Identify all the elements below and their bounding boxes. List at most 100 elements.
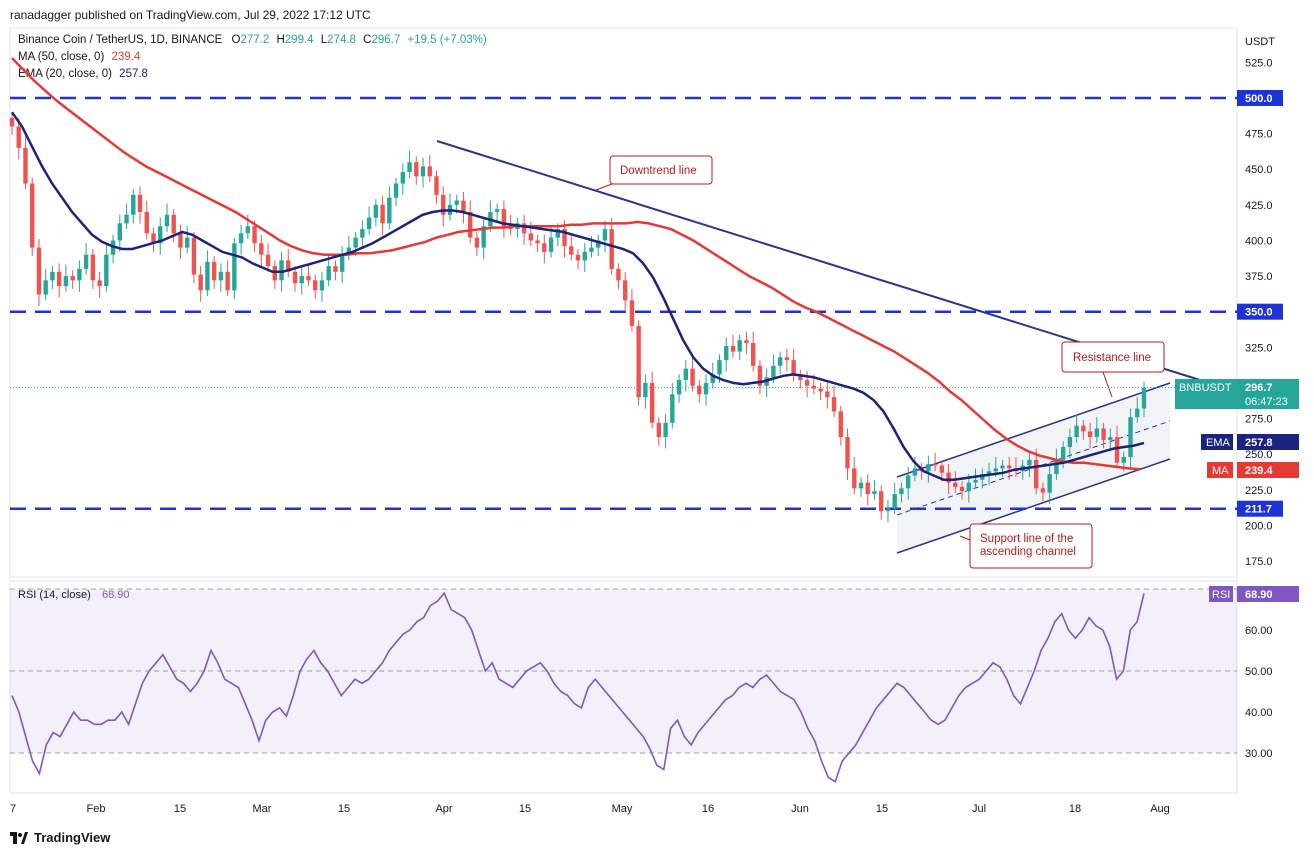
price-tick-label: 325.0 — [1245, 342, 1273, 354]
close-value: 296.7 — [371, 34, 401, 46]
candle-body — [1074, 425, 1079, 438]
channel-support-line[interactable] — [896, 458, 1171, 554]
candle-body — [1128, 417, 1133, 458]
symbol-name[interactable]: Binance Coin / TetherUS, 1D, BINANCE — [18, 34, 223, 46]
ema-badge-label: EMA — [1206, 437, 1231, 449]
candle-body — [1108, 437, 1113, 440]
rsi-badge[interactable] — [1237, 586, 1299, 602]
candle-body — [454, 200, 459, 205]
candle-body — [313, 280, 318, 291]
candle-body — [326, 266, 331, 281]
candle-body — [407, 162, 412, 173]
downtrend-annotation[interactable]: Downtrend line — [595, 155, 713, 191]
downtrend-line[interactable] — [436, 140, 1201, 381]
candle-body — [629, 300, 635, 326]
candle-body — [164, 214, 170, 227]
candle-body — [191, 237, 197, 275]
candle-body — [259, 243, 264, 255]
candle-body — [905, 475, 911, 489]
candle-body — [993, 468, 998, 472]
candle-body — [528, 233, 534, 241]
candle-body — [339, 254, 345, 272]
candle-body — [1047, 474, 1052, 493]
symbol-legend: Binance Coin / TetherUS, 1D, BINANCE O27… — [18, 34, 487, 46]
rsi-badge-label-bg — [1209, 586, 1233, 602]
candle-body — [97, 280, 102, 287]
candle-body — [1007, 465, 1012, 469]
candle-body — [434, 176, 439, 195]
candle-body — [1114, 437, 1120, 463]
change-value: +19.5 (+7.03%) — [407, 34, 487, 46]
ma50-line[interactable] — [11, 57, 1141, 471]
ma-badge[interactable] — [1237, 462, 1299, 478]
candle-body — [636, 325, 641, 398]
candle-body — [1094, 428, 1100, 438]
candle-body — [346, 247, 352, 255]
candle-body — [521, 223, 527, 234]
candle-body — [777, 357, 783, 366]
resistance-annotation[interactable]: Resistance line — [1061, 341, 1165, 398]
support-annotation-text-2: ascending channel — [980, 546, 1076, 558]
candle-body — [879, 491, 884, 512]
ema-legend[interactable]: EMA (20, close, 0) 257.8 — [18, 68, 148, 80]
ema-badge-label-bg — [1201, 434, 1233, 450]
rsi-line — [11, 591, 1145, 783]
candle-body — [676, 380, 682, 395]
rsi-legend-label[interactable]: RSI (14, close) — [18, 589, 91, 601]
ema20-line[interactable] — [10, 111, 1145, 482]
candle-body — [838, 411, 843, 438]
candle-body — [393, 183, 399, 198]
candle-body — [798, 375, 803, 381]
candle-body — [1141, 387, 1147, 409]
candle-body — [899, 488, 904, 495]
candle-body — [622, 280, 628, 301]
last-price-countdown: 06:47:23 — [1245, 396, 1288, 408]
candle-body — [831, 397, 837, 412]
candle-body — [70, 276, 75, 281]
candle-body — [703, 382, 709, 395]
resistance-annotation-text: Resistance line — [1073, 352, 1151, 364]
candle-body — [1027, 459, 1032, 466]
candle-body — [205, 261, 210, 291]
candle-body — [1081, 425, 1086, 432]
candle-body — [178, 233, 183, 248]
time-tick-label: 7 — [10, 803, 16, 815]
candle-body — [616, 268, 621, 281]
candle-body — [319, 280, 325, 291]
tradingview-logo[interactable]: TradingView — [10, 830, 110, 845]
candle-body — [238, 233, 244, 244]
candle-body — [50, 271, 55, 281]
candle-body — [804, 380, 810, 386]
candle-body — [494, 209, 500, 212]
level-badge-text: 500.0 — [1245, 93, 1273, 105]
candle-body — [360, 229, 365, 238]
last-price-badge[interactable] — [1175, 379, 1299, 409]
time-tick-label: 16 — [702, 803, 714, 815]
candle-body — [158, 226, 163, 244]
level-badge — [1237, 500, 1283, 517]
rsi-axis: 60.00 50.00 40.00 30.00 — [1245, 625, 1273, 760]
candle-body — [400, 172, 406, 184]
candle-body — [663, 422, 668, 438]
high-value: 299.4 — [284, 34, 314, 46]
ema-legend-value: 257.8 — [119, 68, 148, 80]
currency-label: USDT — [1245, 36, 1275, 48]
ma-legend[interactable]: MA (50, close, 0) 239.4 — [18, 51, 140, 63]
candle-body — [697, 385, 702, 395]
time-tick-label: 15 — [876, 803, 888, 815]
support-annotation[interactable]: Support line of the ascending channel — [959, 523, 1093, 569]
rsi-badge-label: RSI — [1212, 589, 1230, 601]
candle-body — [30, 183, 35, 248]
candle-body — [872, 491, 877, 495]
price-badges: BNBUSDT 296.7 06:47:23 EMA 257.8 MA 239.… — [1175, 379, 1299, 602]
candle-body — [535, 240, 540, 244]
ma-legend-value: 239.4 — [111, 51, 141, 63]
ema-badge[interactable] — [1237, 434, 1299, 450]
price-tick-label: 475.0 — [1245, 129, 1273, 141]
candle-body — [724, 345, 729, 361]
candle-body — [461, 200, 466, 212]
candle-body — [717, 360, 722, 375]
candle-body — [548, 237, 554, 252]
channel-upper-line[interactable] — [896, 382, 1171, 478]
